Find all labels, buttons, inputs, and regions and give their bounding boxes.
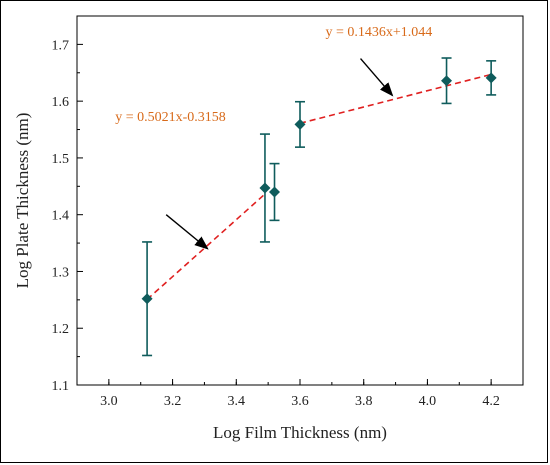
- x-axis-label: Log Film Thickness (nm): [213, 423, 387, 442]
- x-tick-label: 4.2: [482, 394, 500, 409]
- x-tick-label: 3.0: [100, 394, 118, 409]
- y-axis-label: Log Plate Thickness (nm): [13, 113, 32, 289]
- x-axis: 3.0 3.2 3.4 3.6 3.8 4.0 4.2: [76, 379, 524, 409]
- y-tick-label: 1.1: [52, 379, 70, 394]
- data-point: [259, 182, 271, 194]
- fit-lines: [146, 73, 492, 301]
- equation-label: y = 0.5021x-0.3158: [115, 110, 226, 125]
- x-tick-label: 3.8: [355, 394, 373, 409]
- x-tick-label: 4.0: [419, 394, 437, 409]
- equation-label: y = 0.1436x+1.044: [325, 25, 432, 40]
- fit-line: [299, 73, 492, 125]
- y-tick-label: 1.2: [52, 322, 70, 337]
- x-tick-label: 3.2: [164, 394, 182, 409]
- fit-line: [146, 193, 266, 301]
- y-tick-label: 1.3: [52, 265, 70, 280]
- plot-area: [76, 15, 524, 386]
- annotations: y = 0.5021x-0.3158 y = 0.1436x+1.044: [115, 25, 432, 250]
- annotation-arrow: [359, 58, 394, 97]
- data-point: [441, 75, 453, 87]
- annotation-arrow: [165, 214, 209, 250]
- data-point: [141, 293, 153, 305]
- y-tick-label: 1.5: [52, 152, 70, 167]
- y-axis: 1.1 1.2 1.3 1.4 1.5 1.6 1.7: [52, 15, 83, 394]
- data-point: [269, 186, 281, 198]
- data-point: [485, 72, 497, 84]
- y-tick-label: 1.4: [52, 209, 70, 224]
- error-bars: [142, 57, 497, 357]
- x-tick-label: 3.4: [228, 394, 246, 409]
- y-tick-label: 1.7: [52, 38, 70, 53]
- x-tick-label: 3.6: [291, 394, 309, 409]
- data-points: [141, 72, 497, 305]
- data-point: [294, 118, 306, 130]
- y-tick-label: 1.6: [52, 95, 70, 110]
